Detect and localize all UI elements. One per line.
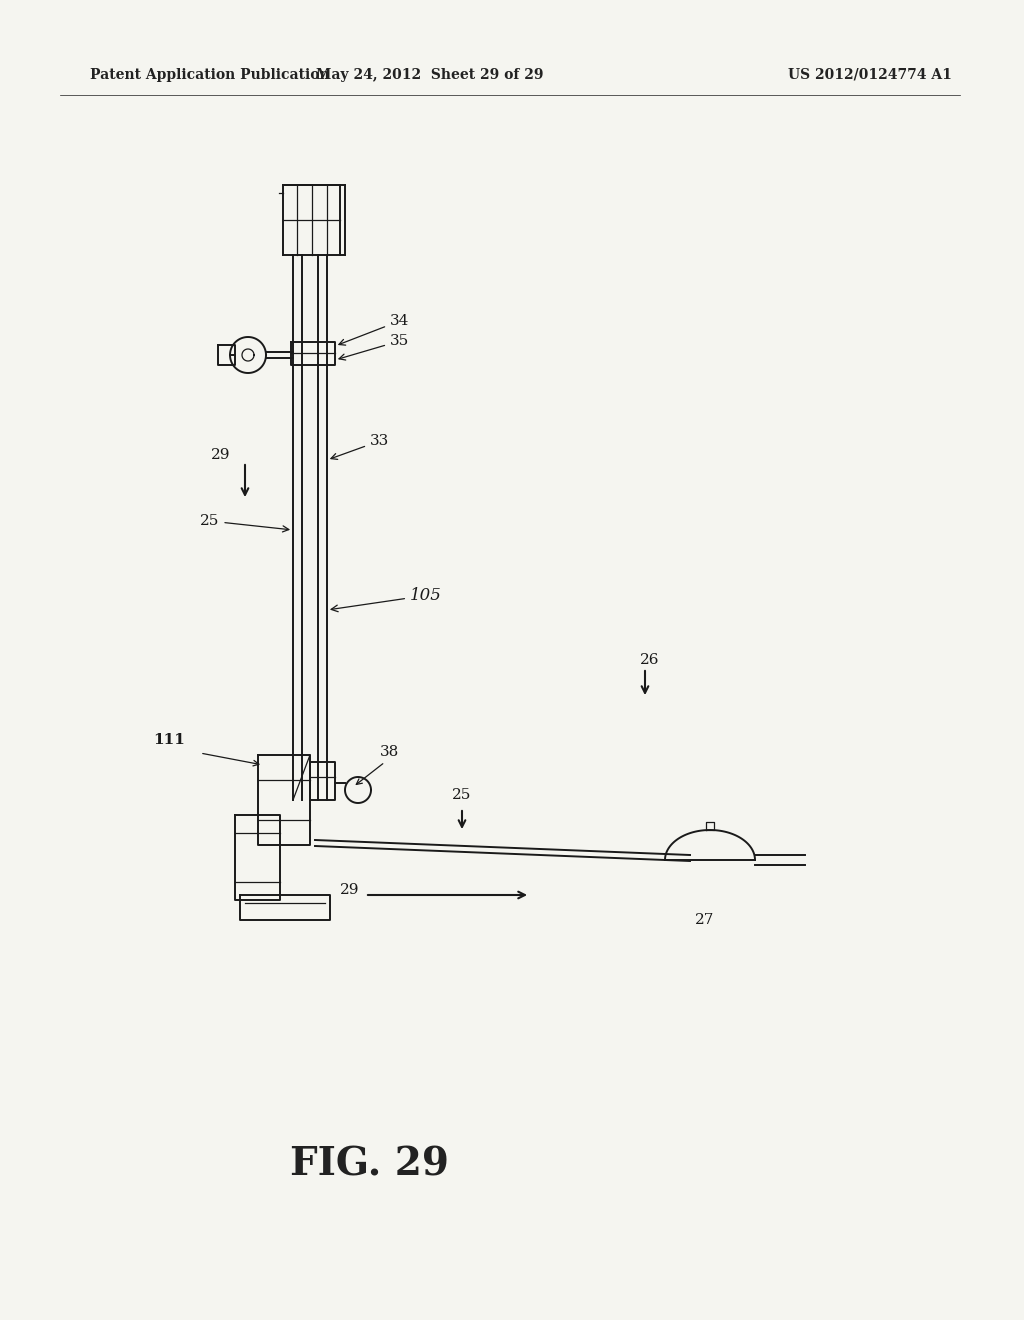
Text: 111: 111	[154, 733, 185, 747]
Text: Patent Application Publication: Patent Application Publication	[90, 69, 330, 82]
Text: 33: 33	[331, 434, 389, 459]
Text: 35: 35	[339, 334, 410, 360]
Text: May 24, 2012  Sheet 29 of 29: May 24, 2012 Sheet 29 of 29	[316, 69, 544, 82]
Text: 29: 29	[211, 447, 230, 462]
Text: 105: 105	[331, 587, 442, 611]
Text: FIG. 29: FIG. 29	[291, 1146, 450, 1184]
Text: 25: 25	[200, 513, 289, 532]
Text: 27: 27	[695, 913, 715, 927]
Text: US 2012/0124774 A1: US 2012/0124774 A1	[788, 69, 952, 82]
Text: 38: 38	[380, 744, 399, 759]
Text: 29: 29	[340, 883, 359, 898]
Text: 25: 25	[453, 788, 472, 803]
Text: 34: 34	[339, 314, 410, 345]
Text: 26: 26	[640, 653, 659, 667]
